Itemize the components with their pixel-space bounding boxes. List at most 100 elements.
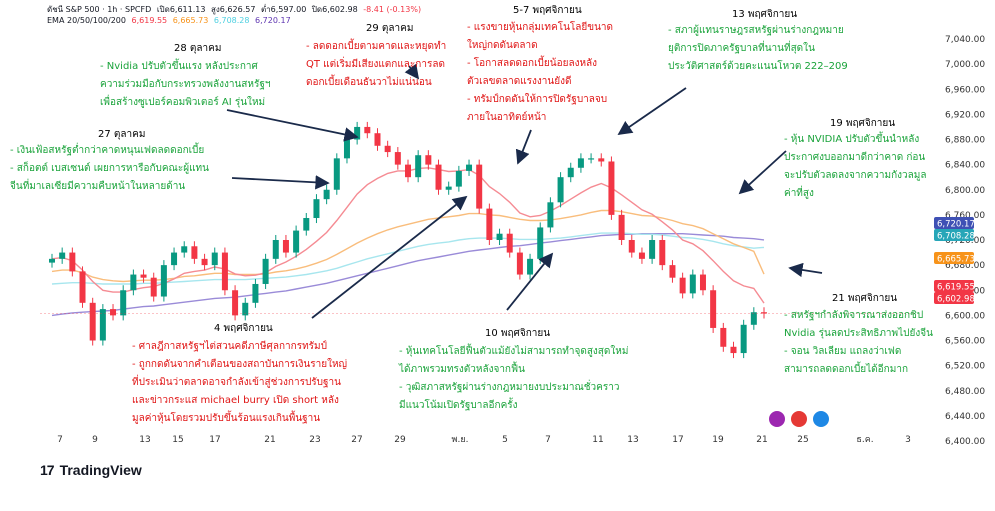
x-tick-label: 11: [592, 435, 603, 445]
candle-body: [699, 274, 706, 291]
annotation-line: - สหรัฐฯกำลังพิจารณาส่งออกชิป: [784, 310, 924, 321]
annotation-line: เพื่อสร้างซูเปอร์คอมพิวเตอร์ AI รุ่นใหม่: [100, 97, 266, 108]
annotation-arrow: [617, 87, 687, 136]
candles: [40, 121, 916, 359]
y-tick-label: 7,000.00: [945, 60, 985, 70]
ema50-line: [51, 209, 765, 283]
annotation-line: มูลค่าหุ้นโดยรวมปรับขึ้นร้อนแรงเกินพื้นฐ…: [132, 413, 321, 424]
price-tag: [934, 292, 974, 304]
annotation-nov4: 4 พฤศจิกายน - ศาลฎีกาสหรัฐฯไต่สวนคดีภาษี…: [132, 322, 347, 428]
y-tick-label: 6,840.00: [945, 161, 985, 171]
y-tick-label: 6,880.00: [945, 136, 985, 146]
candle-body: [577, 158, 584, 168]
candle-body: [110, 309, 117, 316]
tradingview-mark-icon: 17: [40, 462, 55, 478]
annotation-line: ยุติการปิดภาครัฐบาลที่นานที่สุดใน: [668, 43, 815, 54]
annotation-date: 10 พฤศจิกายน: [485, 328, 551, 339]
annotation-oct28: 28 ตุลาคม - Nvidia ปรับตัวขึ้นแรง หลังปร…: [100, 42, 270, 112]
annotation-date: 4 พฤศจิกายน: [214, 323, 273, 334]
annotation-line: - โอกาสลดดอกเบี้ยน้อยลงหลัง: [467, 58, 598, 69]
price-tag-label: 6,665.73: [937, 255, 975, 265]
y-tick-label: 6,560.00: [945, 337, 985, 347]
ema50-value: 6,665.73: [172, 16, 209, 25]
x-tick-label: 7: [545, 435, 551, 445]
candle-body: [537, 227, 544, 259]
candle-body: [120, 290, 127, 316]
candle-body: [262, 258, 269, 284]
x-tick-label: 15: [172, 435, 183, 445]
event-icons: [769, 411, 829, 427]
y-tick-label: 6,480.00: [945, 387, 985, 397]
candle-body: [506, 233, 513, 253]
annotation-date: 28 ตุลาคม: [174, 43, 222, 54]
y-tick-label: 6,800.00: [945, 186, 985, 196]
candle-body: [221, 252, 228, 291]
annotation-date: 29 ตุลาคม: [366, 23, 414, 34]
candle-body: [242, 302, 249, 316]
candle-body: [476, 164, 483, 209]
x-tick-label: 19: [712, 435, 724, 445]
y-tick-label: 6,760.00: [945, 211, 985, 221]
annotation-line: ประวัติศาสตร์ด้วยคะแนนโหวต 222–209: [668, 61, 848, 72]
symbol-title: ดัชนี S&P 500 · 1h · SPCFD: [47, 5, 152, 14]
candle-body: [496, 233, 503, 240]
candle-body: [415, 155, 422, 178]
axes: 7,040.00 7,000.00 6,960.00 6,920.00 6,880.00…: [57, 35, 985, 447]
candle-body: [628, 240, 635, 253]
x-tick-label: 7: [57, 435, 63, 445]
x-tick-label: 13: [627, 435, 638, 445]
candle-body: [252, 283, 259, 303]
x-tick-label: 23: [309, 435, 320, 445]
annotation-arrows: [226, 63, 823, 319]
price-tags: 6,720.17 6,708.28 6,665.73 6,619.55 6,602.98: [934, 217, 975, 305]
candle-body: [710, 290, 717, 328]
candle-body: [669, 265, 676, 278]
annotation-oct27: 27 ตุลาคม - เงินเฟ้อสหรัฐต่ำกว่าคาดหนุนเ…: [10, 128, 209, 196]
annotation-date: 19 พฤศจิกายน: [830, 118, 896, 129]
candle-body: [59, 252, 66, 259]
y-tick-label: 6,400.00: [945, 437, 985, 447]
x-tick-label: 13: [139, 435, 150, 445]
lightning-icon: [769, 411, 785, 427]
annotation-arrow: [788, 262, 823, 278]
candle-body: [354, 126, 361, 140]
annotation-arrow: [738, 150, 787, 195]
candle-body: [679, 277, 686, 294]
high-value: สูง6,626.57: [211, 5, 256, 14]
y-tick-label: 6,960.00: [945, 85, 985, 95]
price-tag: [934, 229, 974, 241]
annotation-arrow: [506, 252, 554, 311]
x-tick-label: ธ.ค.: [856, 435, 873, 445]
candle-body: [730, 346, 737, 354]
annotation-date: 13 พฤศจิกายน: [732, 9, 798, 20]
chart-header-ohlc: ดัชนี S&P 500 · 1h · SPCFD เปิด6,611.13 …: [47, 3, 424, 16]
candle-body: [466, 164, 473, 171]
candle-body: [608, 161, 615, 215]
open-value: เปิด6,611.13: [156, 5, 206, 14]
tradingview-logo: 17 TradingView: [40, 462, 142, 478]
annotation-arrow: [404, 63, 420, 80]
candle-body: [343, 139, 350, 159]
candle-body: [313, 199, 320, 219]
y-tick-label: 6,680.00: [945, 261, 985, 271]
candle-body: [211, 252, 218, 266]
candle-body: [303, 218, 310, 231]
x-tick-label: 3: [905, 435, 911, 445]
annotation-line: QT แต่เริ่มมีเสียงแตกและการลด: [306, 59, 445, 70]
annotation-date: 21 พฤศจิกายน: [832, 293, 898, 304]
ema100-line: [51, 232, 765, 285]
annotation-line: และข่าวกระแส michael burry เปิด short หล…: [132, 395, 339, 406]
y-tick-label: 6,520.00: [945, 362, 985, 372]
x-tick-label: 21: [264, 435, 275, 445]
candle-body: [405, 164, 411, 178]
annotation-line: ใหญ่กดดันตลาด: [467, 40, 538, 51]
annotation-line: - สก็อตต์ เบสเซนต์ เผยการหารือกับคณะผู้แ…: [10, 163, 209, 174]
candle-body: [761, 312, 767, 314]
candle-body: [384, 145, 391, 153]
candle-body: [689, 274, 696, 294]
candle-body: [659, 240, 666, 266]
candle-body: [130, 274, 137, 291]
ema100-value: 6,708.28: [213, 16, 250, 25]
candle-body: [49, 258, 55, 263]
